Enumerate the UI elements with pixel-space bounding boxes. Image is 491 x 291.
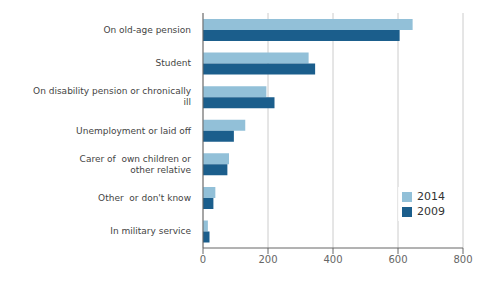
svg-text:200: 200 (258, 254, 277, 265)
svg-text:On old-age pension: On old-age pension (103, 25, 191, 35)
svg-text:Unemployment or laid off: Unemployment or laid off (76, 126, 192, 136)
svg-text:On disability pension or chron: On disability pension or chronically ill (33, 86, 192, 107)
svg-text:Carer of own children or othe: Carer of own children or other relative (80, 154, 192, 175)
html-text:2009: 2009 (417, 205, 445, 218)
svg-text:800: 800 (453, 254, 472, 265)
svg-text:In military service: In military service (110, 226, 191, 236)
svg-text:Other or don't know: Other or don't know (98, 193, 191, 203)
svg-text:0: 0 (200, 254, 206, 265)
svg-text:Student: Student (156, 58, 192, 68)
svg-text:600: 600 (388, 254, 407, 265)
svg-text:400: 400 (323, 254, 342, 265)
html-text:2014: 2014 (417, 190, 445, 203)
